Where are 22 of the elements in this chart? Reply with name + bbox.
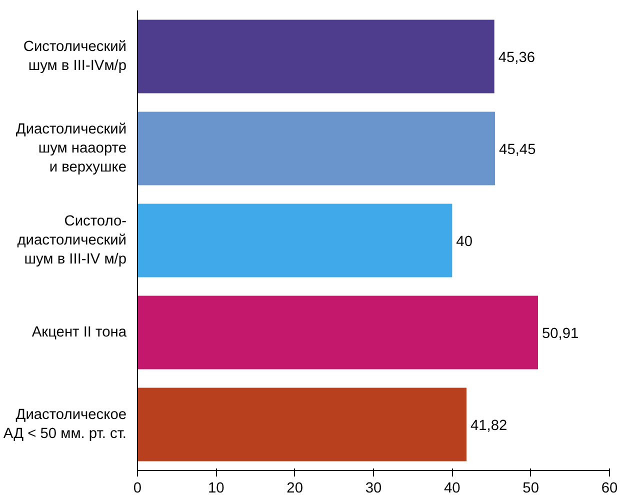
x-tick-label: 0: [133, 480, 142, 495]
y-tick-label: Диастолическое АД < 50 мм. рт. ст.: [3, 406, 127, 442]
bar: [138, 388, 466, 462]
x-tick-label: 10: [208, 480, 224, 495]
y-tick-label: Диастолический шум нааорте и верхушке: [16, 121, 127, 176]
bar: [138, 20, 494, 94]
data-label: 45,45: [499, 142, 536, 158]
bar: [138, 112, 496, 186]
x-tick-label: 20: [286, 480, 303, 495]
data-label: 45,36: [498, 50, 536, 66]
x-tick-label: 60: [601, 480, 618, 495]
data-label: 41,82: [470, 418, 508, 434]
y-tick-label: Систолический шум в III-IVм/р: [23, 38, 127, 74]
data-label: 40: [456, 234, 472, 250]
y-tick-label: Систоло- диастолический шум в III-IV м/р: [17, 213, 127, 268]
x-tick-label: 30: [365, 480, 382, 495]
bar: [138, 204, 452, 278]
bar: [138, 296, 538, 370]
x-tick-label: 50: [522, 480, 539, 495]
data-label: 50,91: [542, 326, 579, 342]
x-tick-label: 40: [444, 480, 460, 495]
y-tick-label: Акцент II тона: [32, 324, 128, 340]
